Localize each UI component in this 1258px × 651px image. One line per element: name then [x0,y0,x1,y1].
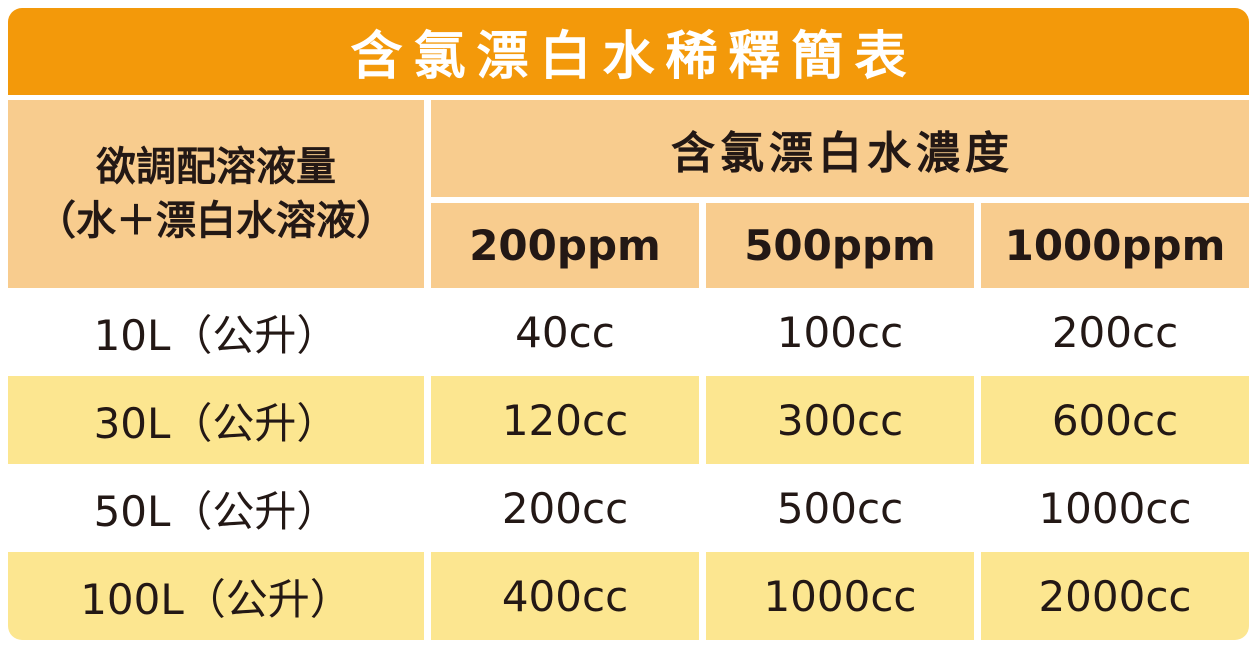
column-header-1000ppm: 1000ppm [981,203,1249,288]
concentration-group-header: 含氯漂白水濃度 [431,100,1249,197]
value-10l-500ppm: 100cc [776,307,904,357]
value-50l-1000ppm: 1000cc [1038,483,1192,533]
row-label-10l: 10L（公升） [93,310,339,360]
value-100l-1000ppm: 2000cc [981,552,1249,640]
row-label-100l: 100L（公升） [8,552,424,640]
column-header-500ppm: 500ppm [706,203,974,288]
row-group-header-line2: （水＋漂白水溶液） [36,198,396,244]
value-50l-500ppm: 500cc [776,483,904,533]
value-10l-1000ppm: 200cc [1051,307,1179,357]
row-group-header-line1: 欲調配溶液量 [96,144,336,190]
value-30l-200ppm: 120cc [431,376,699,464]
bleach-dilution-table: 含氯漂白水稀釋簡表 欲調配溶液量 （水＋漂白水溶液） 含氯漂白水濃度 200pp… [8,8,1249,640]
row-label-30l: 30L（公升） [8,376,424,464]
value-30l-1000ppm: 600cc [981,376,1249,464]
value-100l-200ppm: 400cc [431,552,699,640]
value-50l-200ppm: 200cc [501,483,629,533]
row-group-header: 欲調配溶液量 （水＋漂白水溶液） [8,100,424,288]
value-100l-500ppm: 1000cc [706,552,974,640]
column-header-200ppm: 200ppm [431,203,699,288]
value-10l-200ppm: 40cc [515,307,615,357]
value-30l-500ppm: 300cc [706,376,974,464]
table-title: 含氯漂白水稀釋簡表 [8,8,1249,95]
row-label-50l: 50L（公升） [93,486,339,536]
